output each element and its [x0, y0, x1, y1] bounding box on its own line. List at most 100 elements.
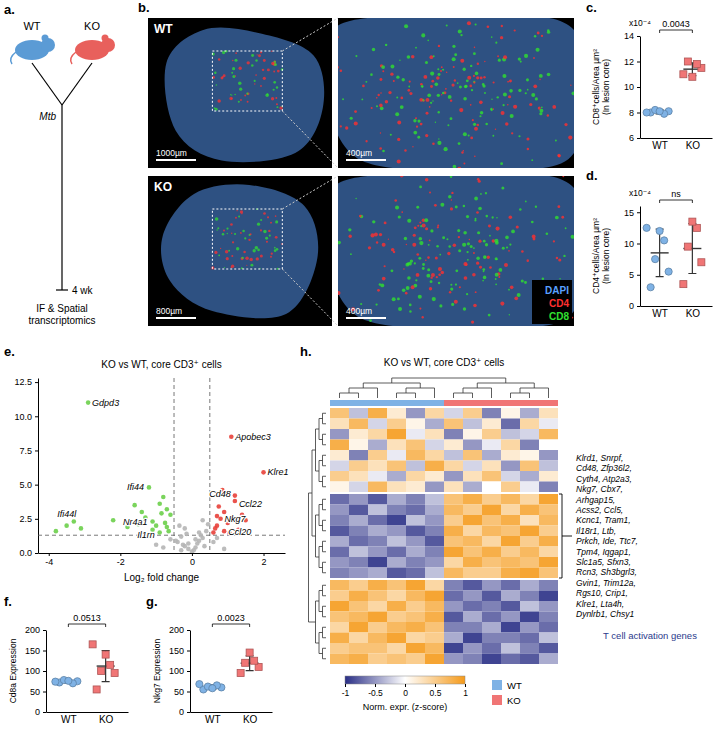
fluorescence-spot — [405, 292, 408, 295]
panel-strip: c.68101214WTKOCD8⁺cells/Area µm²(In lesi… — [586, 0, 713, 151]
heatmap-cell — [349, 601, 368, 612]
fluorescence-spot — [441, 66, 443, 68]
axis: 68101214 — [624, 31, 641, 143]
heatmap-cell — [463, 547, 482, 558]
fluorescence-spot — [495, 278, 497, 280]
fluorescence-spot — [414, 262, 416, 264]
tick: 2 — [262, 553, 267, 567]
heatmap-cell — [349, 633, 368, 644]
fluorescence-spot — [533, 57, 535, 59]
tick-mark — [637, 306, 640, 307]
heatmap-cell — [330, 557, 349, 568]
heatmap-cell — [520, 505, 539, 516]
fluorescence-spot — [240, 210, 243, 213]
fluorescence-spot — [473, 247, 475, 249]
fluorescence-spot — [427, 268, 430, 271]
fluorescence-spot — [276, 103, 278, 105]
tick-mark — [43, 651, 46, 652]
gene-list-line: Arhgap15, — [575, 495, 615, 505]
heatmap-cell — [539, 471, 558, 482]
axis-multiplier: x10⁻⁴ — [629, 188, 651, 198]
fluorescence-spot — [470, 136, 473, 139]
heatmap-cell — [330, 450, 349, 461]
panel-label: h. — [300, 344, 312, 359]
fluorescence-spot — [440, 203, 444, 207]
tick-label: KO — [99, 714, 114, 725]
heatmap-cell — [387, 429, 406, 440]
heatmap-cell — [330, 633, 349, 644]
fluorescence-spot — [557, 205, 560, 208]
tick: 14 — [624, 31, 640, 41]
fluorescence-spot — [218, 58, 221, 61]
panel-label: a. — [4, 2, 15, 17]
heatmap-cell — [463, 471, 482, 482]
panel-label: f. — [4, 594, 12, 609]
fluorescence-spot — [463, 262, 467, 266]
heatmap-cell — [539, 612, 558, 623]
fluorescence-spot — [426, 112, 429, 115]
heatmap-cell — [349, 419, 368, 430]
fluorescence-spot — [247, 92, 250, 95]
fluorescence-spot — [473, 81, 475, 83]
fluorescence-spot — [424, 218, 428, 222]
fluorescence-spot — [487, 255, 490, 258]
fluorescence-spot — [372, 220, 375, 223]
dendrogram-branch — [323, 627, 327, 638]
fluorescence-spot — [452, 57, 456, 61]
data-point — [191, 548, 196, 553]
heatmap-cell — [501, 580, 520, 591]
dendrogram-branch — [454, 393, 473, 398]
data-point — [211, 530, 216, 535]
tick-label: 2.5 — [19, 514, 32, 524]
fluorescence-spot — [355, 198, 356, 199]
fluorescence-spot — [270, 222, 272, 224]
fluorescence-spot — [238, 101, 240, 103]
fluorescence-spot — [427, 256, 430, 259]
heatmap-cell — [501, 536, 520, 547]
fluorescence-spot — [379, 283, 381, 285]
fluorescence-spot — [470, 104, 472, 106]
fluorescence-spot — [541, 35, 543, 37]
fluorescence-spot — [525, 201, 527, 203]
fluorescence-spot — [484, 92, 486, 94]
heatmap-cell — [482, 612, 501, 623]
tick: -2 — [117, 553, 125, 567]
fluorescence-spot — [223, 230, 225, 232]
scale-bar — [156, 317, 196, 319]
fluorescence-spot — [398, 215, 401, 218]
dendrogram-branch — [319, 547, 323, 568]
fluorescence-spot — [483, 255, 487, 259]
data-point — [204, 529, 209, 534]
fluorescence-spot — [256, 257, 259, 260]
dendrogram-branch — [309, 493, 316, 622]
fluorescence-spot — [275, 215, 277, 217]
fluorescence-spot — [418, 257, 421, 260]
data-point — [132, 503, 137, 508]
column-annotation — [330, 400, 349, 406]
heatmap-cell — [425, 557, 444, 568]
column-annotation — [387, 400, 406, 406]
fluorescence-spot — [412, 146, 413, 147]
heatmap-cell — [406, 557, 425, 568]
fluorescence-spot — [438, 45, 440, 47]
dendrogram-branch — [319, 633, 323, 654]
heatmap-cell — [425, 515, 444, 526]
gene-list-line: Prkch, Ide, Ttc7, — [576, 536, 638, 546]
fluorescence-spot — [430, 276, 432, 278]
fluorescence-spot — [500, 36, 503, 39]
heatmap-cell — [406, 643, 425, 654]
heatmap-cell — [349, 515, 368, 526]
heatmap-cell — [463, 429, 482, 440]
fluorescence-spot — [275, 220, 278, 223]
heatmap-cell — [425, 591, 444, 602]
gene-list-line: Dynlrb1, Chsy1 — [576, 609, 634, 619]
fluorescence-spot — [451, 199, 452, 200]
fluorescence-spot — [451, 83, 454, 86]
significance-bracket — [212, 624, 249, 627]
tick-mark — [43, 671, 46, 672]
fluorescence-spot — [531, 221, 534, 224]
tick-mark — [43, 712, 46, 713]
heatmap-cell — [425, 568, 444, 579]
fluorescence-spot — [361, 98, 363, 100]
heatmap-cell — [539, 515, 558, 526]
